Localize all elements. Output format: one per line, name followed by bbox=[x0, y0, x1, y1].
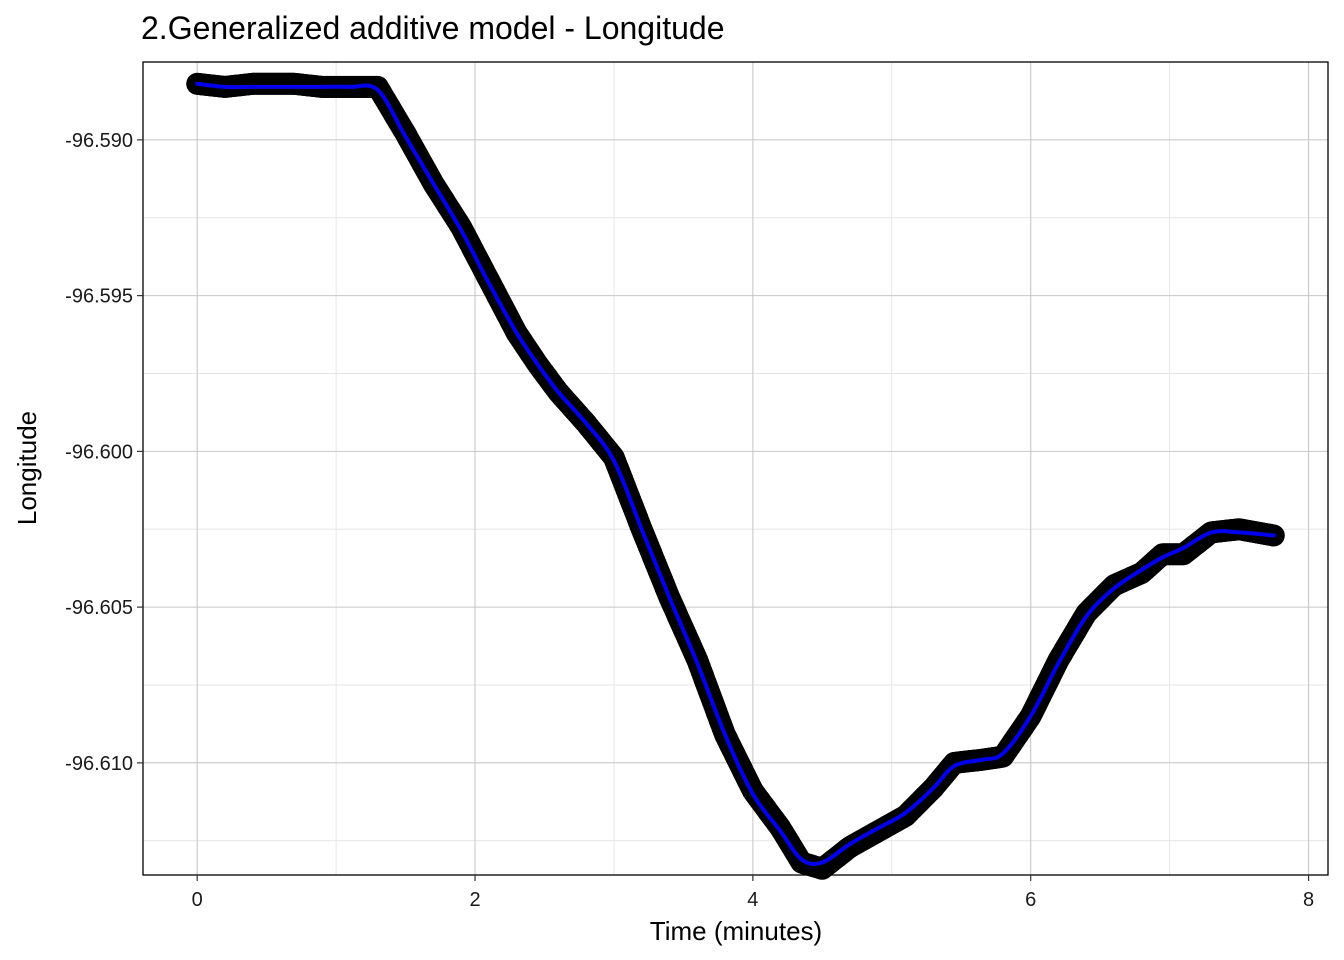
x-tick-label: 8 bbox=[1303, 889, 1314, 911]
panel-border bbox=[142, 61, 1329, 876]
x-tick-label: 2 bbox=[469, 889, 480, 911]
axis-ticks: 0 2 4 6 8 -96.590 -96.595 -96.600 -96.605 -96.610 bbox=[65, 130, 1314, 911]
grid bbox=[143, 62, 1328, 875]
chart-title: 2.Generalized additive model - Longitude bbox=[141, 10, 724, 46]
y-tick-label: -96.595 bbox=[65, 286, 133, 308]
plot-data bbox=[186, 72, 1285, 880]
y-tick-label: -96.600 bbox=[65, 441, 133, 463]
y-tick-label: -96.610 bbox=[65, 753, 133, 775]
x-tick-label: 6 bbox=[1025, 889, 1036, 911]
x-axis-title: Time (minutes) bbox=[650, 916, 822, 946]
y-tick-label: -96.590 bbox=[65, 130, 133, 152]
gam-fit-line bbox=[195, 81, 1276, 867]
y-axis-title: Longitude bbox=[12, 411, 42, 525]
x-tick-label: 0 bbox=[192, 889, 203, 911]
y-tick-label: -96.605 bbox=[65, 597, 133, 619]
x-tick-label: 4 bbox=[747, 889, 758, 911]
